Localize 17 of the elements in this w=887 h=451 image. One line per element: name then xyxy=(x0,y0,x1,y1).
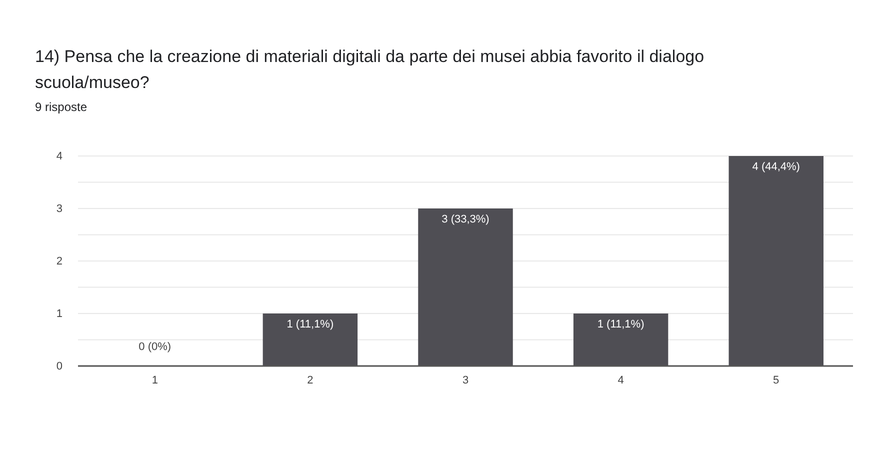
x-tick-label: 4 xyxy=(618,374,624,386)
y-tick-label: 1 xyxy=(56,308,62,320)
data-label: 3 (33,3%) xyxy=(442,214,490,226)
data-label: 0 (0%) xyxy=(138,341,172,353)
y-tick-label: 3 xyxy=(56,203,62,215)
x-tick-label: 5 xyxy=(773,374,780,386)
chart-title: 14) Pensa che la creazione di materiali digitali da parte dei musei abbia favorito il dialogo scuola/museo? xyxy=(35,46,706,94)
x-tick-label: 1 xyxy=(152,374,158,386)
x-tick-label: 2 xyxy=(307,374,314,386)
y-tick-label: 4 xyxy=(56,150,62,162)
y-tick-label: 2 xyxy=(56,256,62,268)
chart-subtitle: 9 risposte xyxy=(35,100,88,114)
data-label: 1 (11,1%) xyxy=(597,318,644,330)
x-tick-label: 3 xyxy=(462,374,469,386)
y-tick-label: 0 xyxy=(56,360,62,372)
data-label: 1 (11,1%) xyxy=(286,318,334,330)
data-label: 4 (44,4%) xyxy=(752,161,800,173)
